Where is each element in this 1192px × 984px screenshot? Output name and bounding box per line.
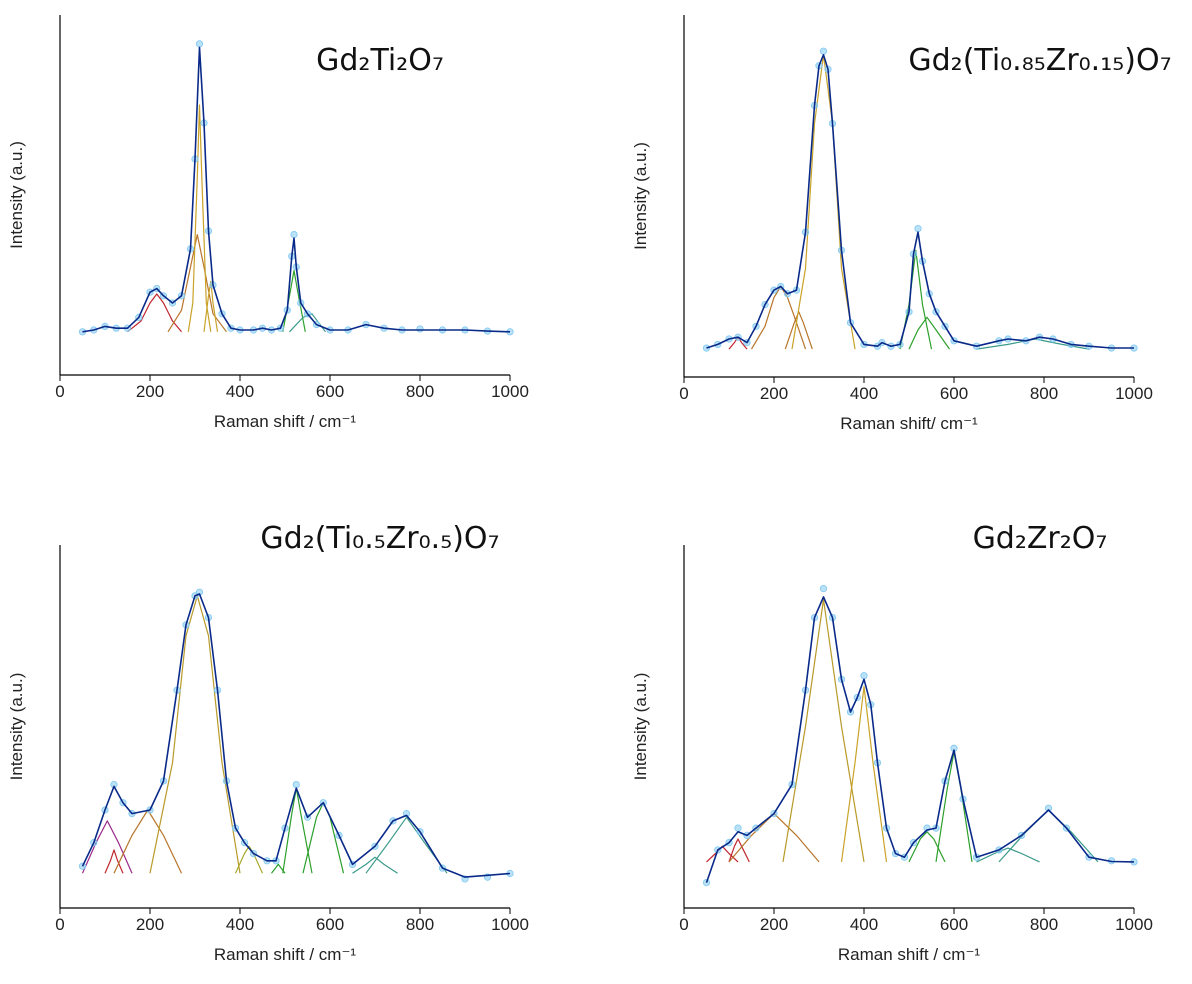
chart-panel: 0 200 400 600 800 1000 Raman shift/ cm⁻¹ Intens… [631, 15, 1172, 433]
x-axis-label: Raman shift/ cm⁻¹ [840, 414, 978, 433]
component-peak [149, 595, 241, 874]
data-point [290, 231, 298, 239]
component-peak [113, 809, 183, 874]
data-point [292, 780, 300, 789]
x-tick-label: 200 [136, 382, 164, 401]
x-tick-label: 1000 [1115, 915, 1153, 934]
chart-panel: 0 200 400 600 800 1000 Raman shift / cm⁻¹ Inten… [7, 15, 529, 431]
data-point [702, 344, 711, 352]
y-axis-label: Intensity (a.u.) [7, 141, 26, 249]
data-point [416, 325, 424, 333]
x-tick-label: 1000 [1115, 384, 1153, 403]
x-tick-label: 1000 [491, 915, 529, 934]
component-peak [187, 104, 212, 332]
component-peak [352, 856, 398, 874]
component-peak [908, 316, 950, 350]
data-point [195, 40, 204, 48]
x-tick-label: 600 [940, 915, 968, 934]
x-tick-label: 1000 [491, 382, 529, 401]
data-point [914, 224, 922, 233]
x-tick-label: 800 [1030, 915, 1058, 934]
chart-panel: 0 200 400 600 800 1000 Raman shift / cm⁻¹ Inten… [631, 521, 1153, 964]
x-tick-label: 600 [316, 382, 344, 401]
component-peak [976, 847, 1040, 863]
component-peak [840, 686, 888, 862]
fit-line [705, 596, 1135, 883]
component-peak [234, 845, 264, 874]
component-peak [365, 816, 448, 874]
x-axis-label: Raman shift / cm⁻¹ [214, 412, 357, 431]
data-point [819, 584, 828, 593]
data-point [860, 672, 868, 680]
x-tick-label: 400 [226, 915, 254, 934]
data-point [734, 824, 742, 832]
data-point [819, 47, 828, 55]
x-tick-label: 0 [679, 915, 688, 934]
component-peak [728, 813, 820, 863]
component-peak [782, 598, 865, 862]
component-peak [127, 293, 182, 333]
x-tick-label: 800 [1030, 384, 1058, 403]
chart-title: Gd₂(Ti₀.₅Zr₀.₅)O₇ [260, 521, 499, 556]
x-tick-label: 400 [226, 382, 254, 401]
component-peak [104, 849, 124, 874]
x-tick-label: 800 [406, 915, 434, 934]
fit-line [82, 46, 511, 333]
y-axis-label: Intensity (a.u.) [7, 673, 26, 781]
x-tick-label: 600 [316, 915, 344, 934]
chart-title: Gd₂Ti₂O₇ [316, 43, 444, 78]
x-tick-label: 0 [55, 915, 64, 934]
x-tick-label: 0 [55, 382, 64, 401]
data-point [1044, 804, 1053, 812]
component-peak [935, 751, 973, 862]
x-tick-label: 200 [760, 915, 788, 934]
chart-title: Gd₂(Ti₀.₈₅Zr₀.₁₅)O₇ [908, 43, 1171, 78]
component-peak [998, 809, 1099, 863]
x-tick-label: 600 [940, 384, 968, 403]
component-peak [728, 838, 750, 863]
fit-line [81, 593, 511, 878]
chart-title: Gd₂Zr₂O₇ [973, 521, 1108, 556]
x-axis-label: Raman shift / cm⁻¹ [214, 945, 357, 964]
x-tick-label: 800 [406, 382, 434, 401]
x-tick-label: 400 [850, 384, 878, 403]
x-axis-label: Raman shift / cm⁻¹ [838, 945, 981, 964]
x-tick-label: 200 [760, 384, 788, 403]
component-peak [203, 280, 219, 332]
y-axis-label: Intensity (a.u.) [631, 673, 650, 781]
x-tick-label: 200 [136, 915, 164, 934]
component-peak [791, 54, 856, 350]
chart-panel: 0 200 400 600 800 1000 Raman shift / cm⁻¹ Inten… [7, 521, 529, 964]
component-peak [167, 234, 227, 333]
component-peak [908, 831, 946, 863]
fit-line [706, 54, 1134, 349]
x-tick-label: 400 [850, 915, 878, 934]
component-peak [81, 820, 133, 874]
x-tick-label: 0 [679, 384, 688, 403]
y-axis-label: Intensity (a.u.) [631, 142, 650, 250]
